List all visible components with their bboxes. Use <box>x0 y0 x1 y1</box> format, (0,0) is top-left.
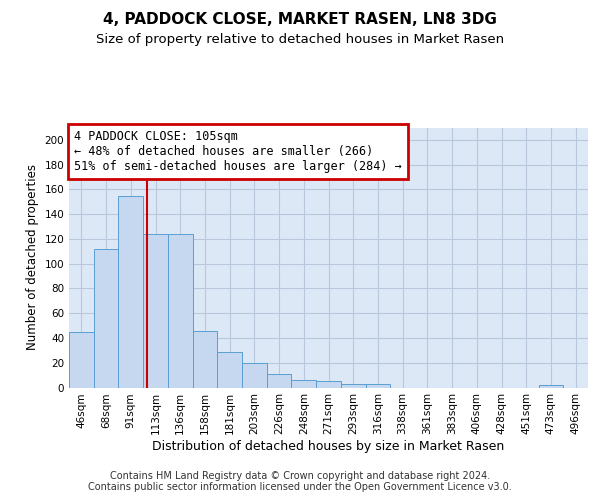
Bar <box>539 385 563 388</box>
Bar <box>143 234 168 388</box>
Text: 4, PADDOCK CLOSE, MARKET RASEN, LN8 3DG: 4, PADDOCK CLOSE, MARKET RASEN, LN8 3DG <box>103 12 497 28</box>
Y-axis label: Number of detached properties: Number of detached properties <box>26 164 39 350</box>
Text: Contains HM Land Registry data © Crown copyright and database right 2024.
Contai: Contains HM Land Registry data © Crown c… <box>88 471 512 492</box>
Bar <box>242 362 267 388</box>
Bar <box>341 384 365 388</box>
Bar <box>365 384 390 388</box>
Bar <box>94 249 118 388</box>
Bar <box>316 382 341 388</box>
Bar <box>168 234 193 388</box>
Bar <box>292 380 316 388</box>
Bar <box>217 352 242 388</box>
Bar <box>193 330 217 388</box>
Bar <box>118 196 143 388</box>
Bar <box>69 332 94 388</box>
X-axis label: Distribution of detached houses by size in Market Rasen: Distribution of detached houses by size … <box>152 440 505 453</box>
Text: Size of property relative to detached houses in Market Rasen: Size of property relative to detached ho… <box>96 32 504 46</box>
Bar <box>267 374 292 388</box>
Text: 4 PADDOCK CLOSE: 105sqm
← 48% of detached houses are smaller (266)
51% of semi-d: 4 PADDOCK CLOSE: 105sqm ← 48% of detache… <box>74 130 402 173</box>
